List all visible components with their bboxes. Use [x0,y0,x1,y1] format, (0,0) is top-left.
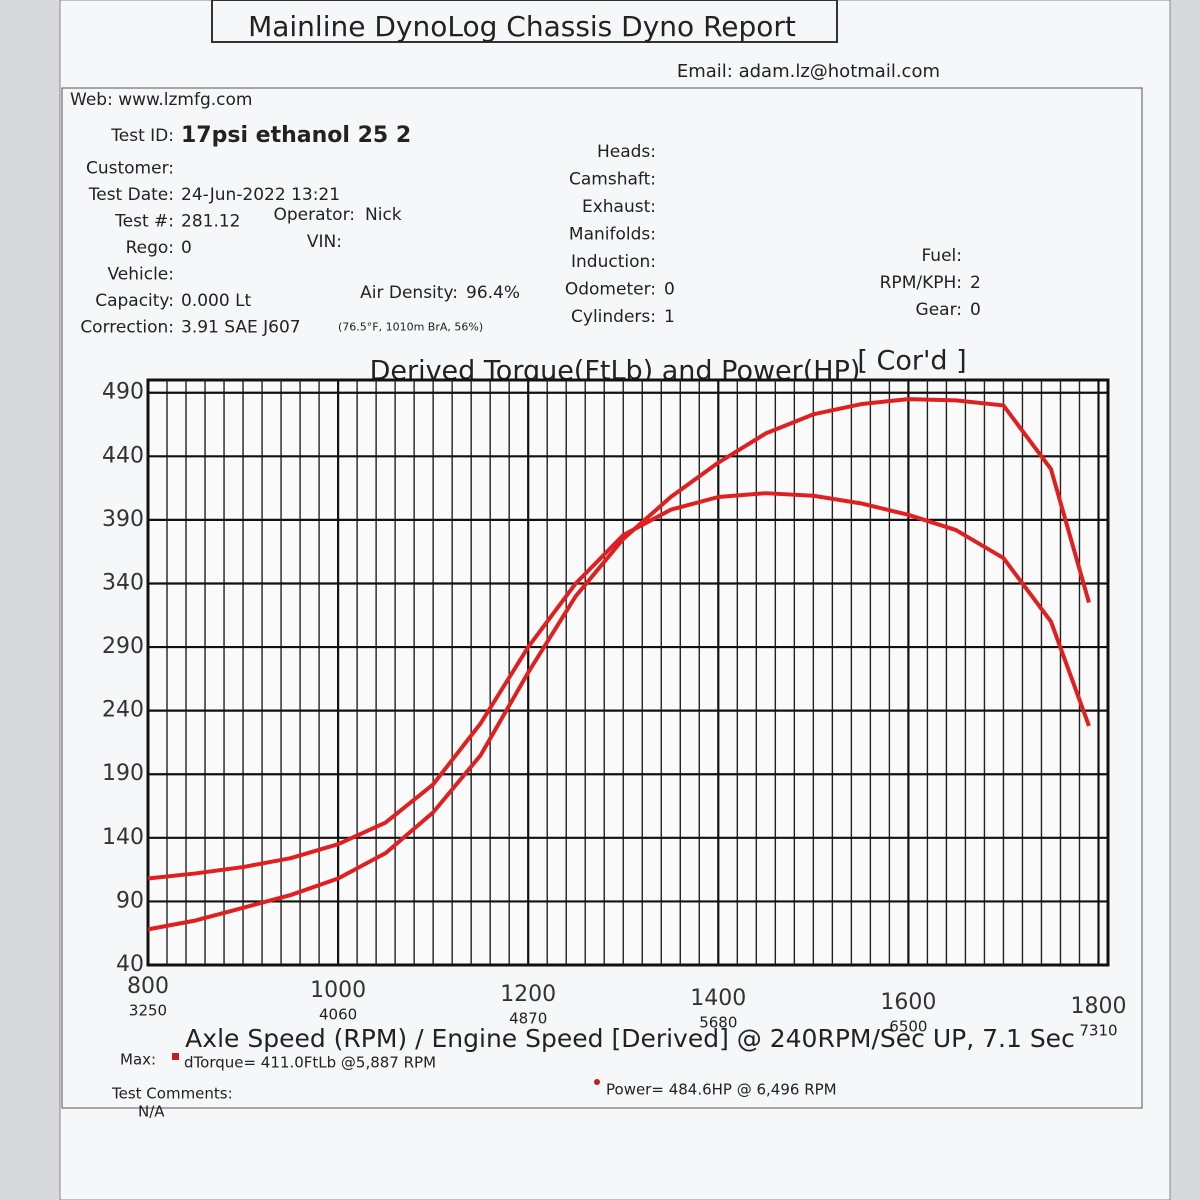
field-label: Test #: [114,212,174,232]
field-label: VIN: [307,232,342,252]
field-label: Heads: [597,142,656,162]
field-label: Test ID: [110,126,174,146]
y-tick-label: 190 [102,761,144,786]
x-axis-label: Axle Speed (RPM) / Engine Speed [Derived… [185,1024,1075,1053]
field-label: Correction: [80,318,174,338]
field-label: RPM/KPH: [880,273,962,293]
y-tick-label: 240 [102,698,144,723]
field-label: Induction: [571,252,656,272]
x2-tick-label: 3250 [129,1002,167,1020]
report-frame [61,87,1143,1109]
field-value: 281.12 [181,212,240,232]
y-tick-label: 290 [102,634,144,659]
field-value: Nick [365,205,402,225]
field-value: 24-Jun-2022 13:21 [181,185,340,205]
y-tick-label: 440 [102,443,144,468]
plot-area [146,378,1110,967]
field-label: Fuel: [921,246,962,266]
chart-subtitle: [ Cor'd ] [857,346,966,377]
title-box [211,0,838,43]
field-label: Test Date: [88,185,174,205]
field-value: 17psi ethanol 25 2 [181,123,411,148]
field-value: 3.91 SAE J607 [181,318,301,338]
x2-tick-label: 4060 [319,1006,357,1024]
field-label: Cylinders: [571,307,656,327]
series-line [147,491,1091,881]
x2-tick-label: 4870 [509,1010,547,1028]
x2-tick-label: 7310 [1079,1022,1117,1040]
field-label: Camshaft: [569,170,656,190]
x2-tick-label: 6500 [889,1018,927,1036]
report-title: Mainline DynoLog Chassis Dyno Report [248,10,796,43]
field-value: 0.000 Lt [181,291,252,311]
field-label: Exhaust: [582,197,656,217]
field-value: 96.4% [466,283,520,303]
x-tick-label: 1200 [500,982,556,1007]
field-value: 0 [181,238,192,258]
x-tick-label: 1800 [1070,994,1126,1019]
field-label: Operator: [273,205,355,225]
fields: Test ID: 17psi ethanol 25 2 Customer: Test … [80,123,981,338]
field-label: Customer: [86,159,174,179]
field-value: 1 [664,307,675,327]
max-torque: dTorque= 411.0FtLb @5,887 RPM [184,1054,436,1072]
y-tick-label: 340 [102,570,144,595]
x2-tick-label: 5680 [699,1014,737,1032]
y-tick-label: 40 [116,952,144,977]
y-tick-label: 140 [102,825,144,850]
field-note: (76.5°F, 1010m BrA, 56%) [338,321,483,334]
field-label: Vehicle: [107,265,174,285]
field-label: Manifolds: [569,225,656,245]
field-label: Air Density: [360,283,458,303]
x-tick-label: 1000 [310,978,366,1003]
max-label: Max: [120,1051,156,1069]
field-label: Rego: [126,238,174,258]
comments: N/A [138,1103,165,1121]
max-power: Power= 484.6HP @ 6,496 RPM [606,1081,837,1099]
x-tick-label: 1400 [690,986,746,1011]
y-tick-label: 90 [116,888,144,913]
torque-marker [172,1053,179,1060]
plot: 40 90 140 190 240 290 340 390 440 490 800 3250 1000 4… [102,378,1126,1040]
y-tick-label: 390 [102,507,144,532]
field-value: 0 [970,300,981,320]
field-label: Gear: [916,300,962,320]
web: Web: www.lzmfg.com [70,90,252,110]
email: Email: adam.lz@hotmail.com [677,61,940,82]
field-label: Odometer: [565,280,656,300]
y-tick-label: 490 [102,380,144,405]
series-line [147,397,1091,932]
field-value: 0 [664,280,675,300]
field-value: 2 [970,273,981,293]
x-tick-label: 1600 [880,990,936,1015]
x-tick-label: 800 [127,974,169,999]
power-marker [594,1079,600,1085]
comments-label: Test Comments: [111,1085,233,1103]
field-label: Capacity: [95,291,174,311]
